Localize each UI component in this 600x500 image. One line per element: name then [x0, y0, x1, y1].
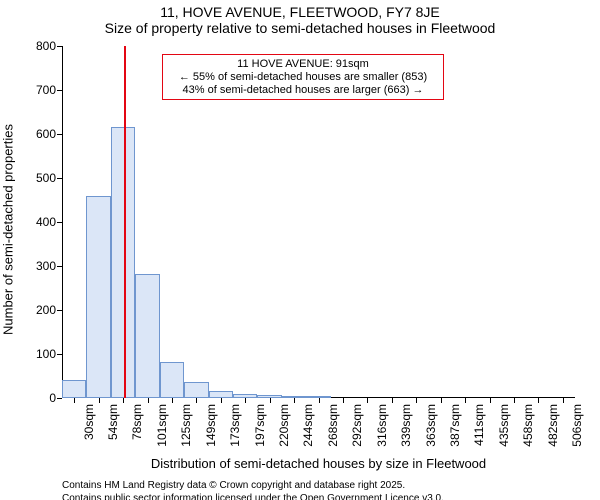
x-tick-label: 482sqm — [544, 404, 560, 447]
property-marker-line — [124, 46, 126, 398]
annotation-line2: ← 55% of semi-detached houses are smalle… — [169, 71, 437, 84]
histogram-bar — [135, 274, 159, 398]
footer-line2: Contains public sector information licen… — [62, 493, 444, 500]
x-tick-label: 101sqm — [153, 404, 169, 447]
x-tick-label: 220sqm — [275, 404, 291, 447]
footer-line1: Contains HM Land Registry data © Crown c… — [62, 480, 444, 493]
chart-title-line1: 11, HOVE AVENUE, FLEETWOOD, FY7 8JE — [0, 4, 600, 20]
x-tick-label: 30sqm — [80, 404, 96, 440]
histogram-bar — [111, 127, 135, 398]
x-tick-label: 316sqm — [373, 404, 389, 447]
histogram-bar — [209, 391, 233, 398]
x-tick-label: 339sqm — [397, 404, 413, 447]
histogram-bar — [282, 396, 306, 398]
histogram-bar — [160, 362, 184, 398]
x-tick-label: 387sqm — [446, 404, 462, 447]
x-tick-label: 54sqm — [104, 404, 120, 440]
x-tick-label: 506sqm — [568, 404, 584, 447]
chart-footer: Contains HM Land Registry data © Crown c… — [62, 480, 444, 500]
x-tick-label: 244sqm — [299, 404, 315, 447]
annotation-box: 11 HOVE AVENUE: 91sqm ← 55% of semi-deta… — [162, 54, 444, 100]
x-tick-label: 197sqm — [251, 404, 267, 447]
x-tick-label: 268sqm — [324, 404, 340, 447]
x-tick-label: 411sqm — [470, 404, 486, 446]
x-axis-label: Distribution of semi-detached houses by … — [151, 456, 486, 471]
histogram-bar — [306, 396, 330, 398]
annotation-line1: 11 HOVE AVENUE: 91sqm — [169, 58, 437, 71]
x-tick-label: 435sqm — [495, 404, 511, 447]
histogram-bar — [233, 394, 257, 398]
x-tick-label: 125sqm — [177, 404, 193, 447]
histogram-bar — [62, 380, 86, 398]
histogram-bar — [257, 395, 281, 398]
x-tick-label: 458sqm — [519, 404, 535, 447]
chart-title-line2: Size of property relative to semi-detach… — [0, 20, 600, 36]
x-tick-label: 363sqm — [422, 404, 438, 447]
y-axis-label: Number of semi-detached properties — [1, 54, 16, 406]
annotation-line3: 43% of semi-detached houses are larger (… — [169, 84, 437, 97]
histogram-bar — [86, 196, 110, 398]
plot-area: 010020030040050060070080030sqm54sqm78sqm… — [62, 46, 575, 398]
histogram-bar — [184, 382, 208, 398]
x-tick-label: 149sqm — [202, 404, 218, 447]
chart-container: 11, HOVE AVENUE, FLEETWOOD, FY7 8JE Size… — [0, 4, 600, 500]
x-tick-label: 292sqm — [348, 404, 364, 447]
x-tick-label: 173sqm — [226, 404, 242, 447]
x-tick-label: 78sqm — [128, 404, 144, 440]
